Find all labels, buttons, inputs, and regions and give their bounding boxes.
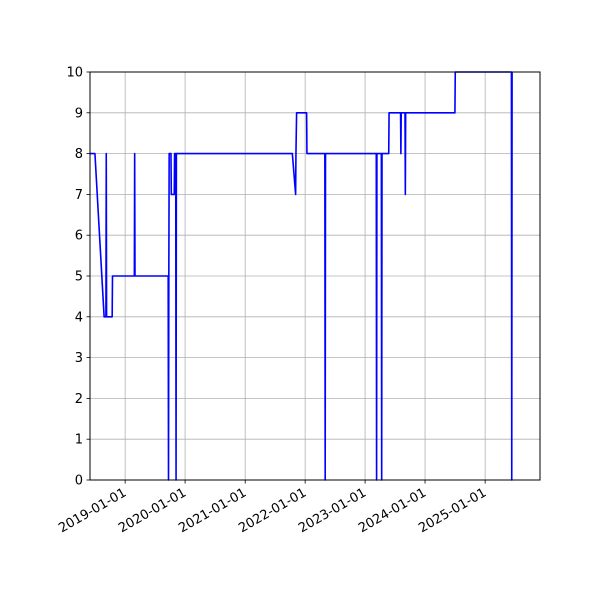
- series-layer: [90, 71, 513, 481]
- y-tick-label: 2: [75, 392, 83, 407]
- y-tick-label: 7: [75, 188, 83, 203]
- x-tick-label: 2025-01-01: [416, 485, 489, 536]
- y-tick-label: 9: [75, 106, 83, 121]
- y-tick-label: 6: [75, 229, 83, 244]
- y-tick-label: 5: [75, 270, 83, 285]
- y-tick-label: 8: [75, 147, 83, 162]
- y-tick-label: 4: [75, 310, 83, 325]
- y-tick-label: 3: [75, 351, 83, 366]
- x-axis: 2019-01-012020-01-012021-01-012022-01-01…: [56, 480, 489, 536]
- y-tick-label: 1: [75, 433, 83, 448]
- y-axis: 0 1 2 3 4 5 6 7 8 9 10: [66, 66, 90, 489]
- y-tick-label: 0: [75, 474, 83, 489]
- x-tick-label: 2020-01-01: [116, 485, 189, 536]
- x-tick-label: 2024-01-01: [356, 485, 429, 536]
- y-tick-label: 10: [66, 66, 83, 81]
- series-line-0: [90, 71, 513, 481]
